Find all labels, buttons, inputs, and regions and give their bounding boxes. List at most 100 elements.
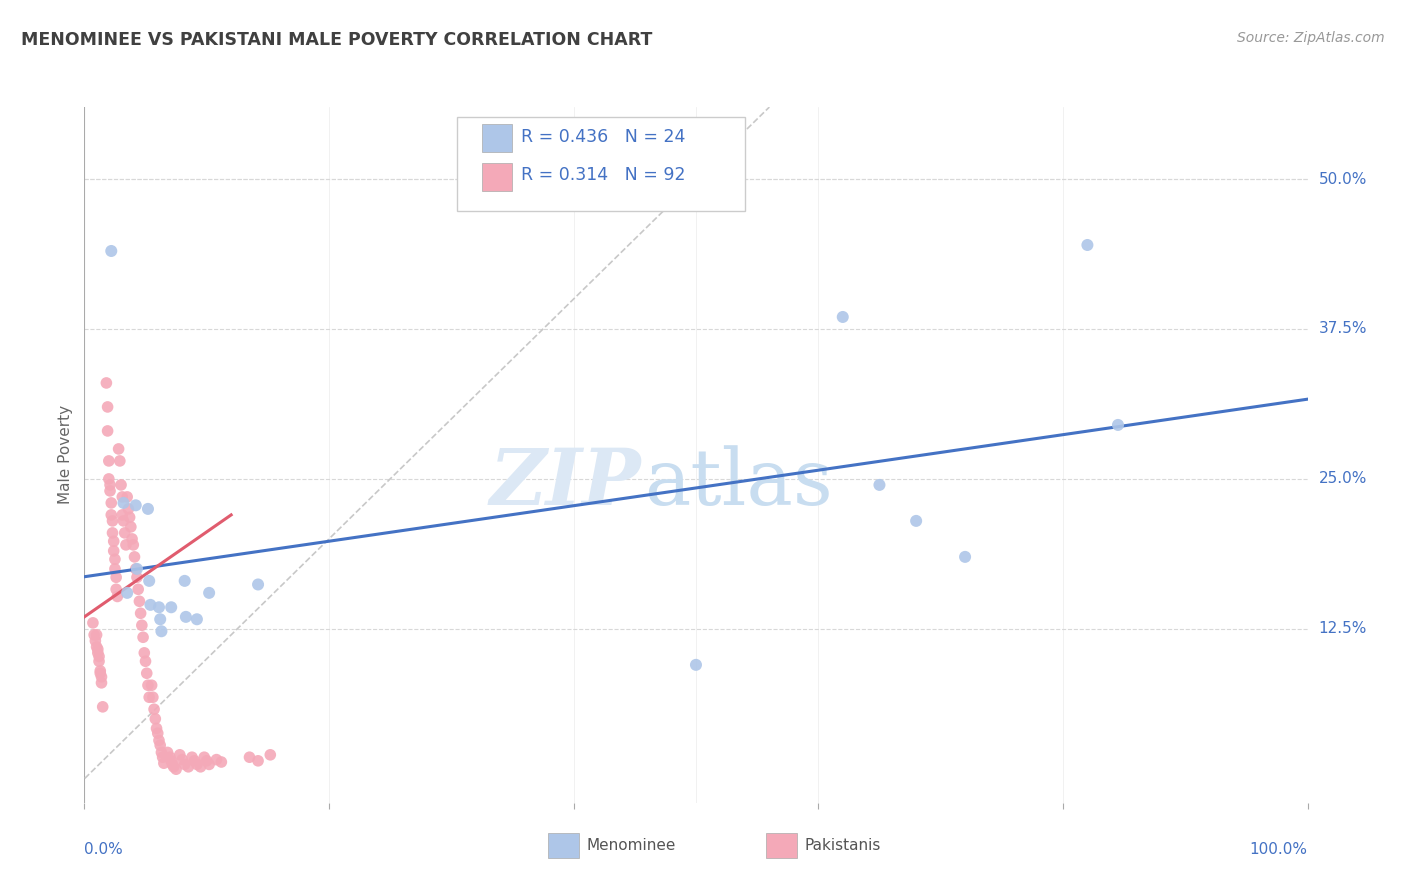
- Point: [156, 746, 179, 760]
- Point: [97, 472, 120, 486]
- Point: [173, 757, 195, 772]
- Point: [107, 442, 129, 456]
- Point: [148, 600, 170, 615]
- Point: [181, 750, 204, 764]
- Point: [98, 483, 121, 498]
- Point: [190, 760, 212, 774]
- Point: [117, 502, 139, 516]
- Point: [146, 726, 169, 740]
- Point: [97, 454, 120, 468]
- Point: [149, 738, 172, 752]
- Point: [101, 514, 124, 528]
- Point: [104, 552, 127, 566]
- Point: [118, 510, 141, 524]
- Point: [193, 750, 215, 764]
- Text: atlas: atlas: [644, 445, 834, 521]
- Point: [110, 478, 132, 492]
- Point: [195, 754, 218, 768]
- Point: [141, 678, 163, 692]
- Point: [148, 733, 170, 747]
- Point: [160, 754, 183, 768]
- Point: [105, 590, 128, 604]
- Bar: [482, 124, 513, 153]
- Point: [138, 690, 160, 705]
- FancyBboxPatch shape: [457, 118, 745, 211]
- Text: R = 0.314   N = 92: R = 0.314 N = 92: [522, 166, 686, 185]
- Point: [198, 757, 221, 772]
- Point: [153, 756, 176, 771]
- Text: 100.0%: 100.0%: [1250, 842, 1308, 856]
- Point: [198, 586, 221, 600]
- Point: [685, 657, 707, 672]
- Point: [831, 310, 853, 324]
- Point: [115, 586, 138, 600]
- Point: [97, 400, 120, 414]
- Point: [115, 490, 138, 504]
- Point: [165, 762, 187, 776]
- Point: [177, 760, 200, 774]
- Point: [87, 646, 110, 660]
- Point: [114, 525, 136, 540]
- Point: [247, 577, 270, 591]
- Point: [97, 424, 120, 438]
- Point: [238, 750, 260, 764]
- Point: [186, 612, 208, 626]
- Point: [905, 514, 928, 528]
- Point: [136, 502, 159, 516]
- Point: [869, 478, 891, 492]
- Point: [134, 646, 156, 660]
- Point: [186, 757, 208, 772]
- Point: [159, 750, 181, 764]
- Y-axis label: Male Poverty: Male Poverty: [58, 405, 73, 505]
- Point: [120, 520, 142, 534]
- Point: [1076, 238, 1098, 252]
- Text: 12.5%: 12.5%: [1319, 622, 1367, 636]
- Point: [127, 582, 149, 597]
- Point: [173, 574, 195, 588]
- Point: [122, 538, 145, 552]
- Point: [101, 525, 124, 540]
- Point: [209, 755, 232, 769]
- Point: [145, 722, 167, 736]
- Point: [135, 654, 157, 668]
- Point: [112, 496, 135, 510]
- Point: [150, 746, 173, 760]
- Point: [108, 454, 131, 468]
- Point: [96, 376, 118, 390]
- Point: [135, 666, 157, 681]
- Text: Menominee: Menominee: [586, 838, 676, 853]
- Point: [125, 570, 148, 584]
- Point: [259, 747, 281, 762]
- Text: Pakistanis: Pakistanis: [804, 838, 880, 853]
- Point: [100, 496, 122, 510]
- Point: [100, 244, 122, 258]
- Point: [152, 750, 174, 764]
- Point: [89, 664, 111, 678]
- Point: [105, 570, 128, 584]
- Point: [87, 642, 110, 657]
- Point: [1107, 417, 1129, 432]
- Text: 25.0%: 25.0%: [1319, 471, 1367, 486]
- Text: ZIP: ZIP: [489, 444, 641, 521]
- Point: [136, 678, 159, 692]
- Point: [174, 610, 197, 624]
- Point: [162, 757, 184, 772]
- Point: [115, 538, 138, 552]
- Point: [125, 498, 148, 512]
- Point: [90, 670, 112, 684]
- Point: [953, 549, 976, 564]
- Point: [87, 654, 110, 668]
- Point: [91, 699, 114, 714]
- Point: [84, 633, 107, 648]
- Point: [86, 640, 108, 654]
- Point: [121, 532, 143, 546]
- Point: [124, 549, 146, 564]
- Point: [87, 649, 110, 664]
- Point: [98, 478, 121, 492]
- Point: [138, 574, 160, 588]
- Point: [169, 747, 191, 762]
- Point: [105, 582, 128, 597]
- Point: [111, 490, 134, 504]
- Point: [172, 753, 194, 767]
- Point: [163, 760, 186, 774]
